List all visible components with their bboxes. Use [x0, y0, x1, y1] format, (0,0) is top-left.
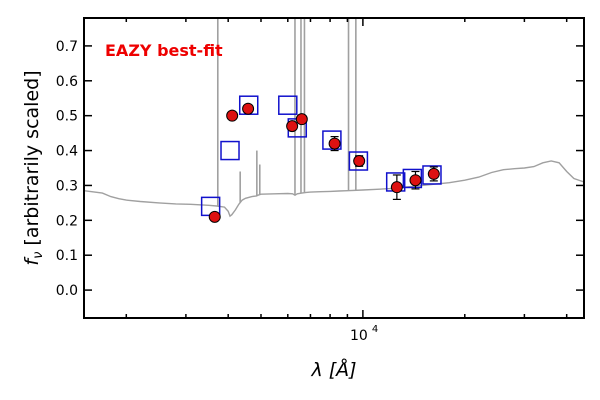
x-tick-label: 10	[350, 328, 368, 344]
x-axis-label: λ [Å]	[310, 358, 356, 381]
model-flux-square	[422, 165, 442, 185]
model-flux-square	[322, 130, 342, 150]
y-tick-label: 0.5	[56, 109, 78, 125]
observed-point	[427, 167, 440, 180]
y-tick-label: 0.3	[56, 178, 78, 194]
observed-point	[295, 113, 308, 126]
y-tick-label: 0.6	[56, 74, 78, 90]
observed-point	[242, 102, 255, 115]
sed-line	[84, 160, 584, 218]
model-flux-square	[278, 95, 298, 115]
observed-point	[328, 137, 341, 150]
observed-point	[409, 174, 422, 187]
plot-area	[84, 18, 584, 223]
axes: 0.0 0.1 0.2 0.3 0.4 0.5 0.6 0.7 10 4	[56, 17, 585, 344]
observed-point	[390, 181, 403, 194]
observed-point	[286, 120, 299, 133]
y-tick-label: 0.1	[56, 248, 78, 264]
model-flux-square	[220, 140, 240, 161]
y-tick-label: 0.4	[56, 144, 78, 160]
plot-frame	[83, 17, 585, 319]
observed-point	[226, 109, 239, 122]
model-flux-square	[348, 151, 369, 171]
annotation-eazy-best-fit: EAZY best-fit	[105, 41, 223, 60]
model-flux-square	[402, 168, 423, 189]
plot-clip-group	[84, 18, 584, 223]
observed-point	[208, 210, 221, 223]
y-tick-label: 0.0	[56, 283, 78, 299]
y-tick-label: 0.7	[56, 39, 78, 55]
observed-point	[353, 155, 366, 168]
x-tick-label-exponent: 4	[372, 324, 378, 335]
y-tick-label: 0.2	[56, 213, 78, 229]
y-axis-label: fν [arbitrarily scaled]	[21, 70, 46, 265]
